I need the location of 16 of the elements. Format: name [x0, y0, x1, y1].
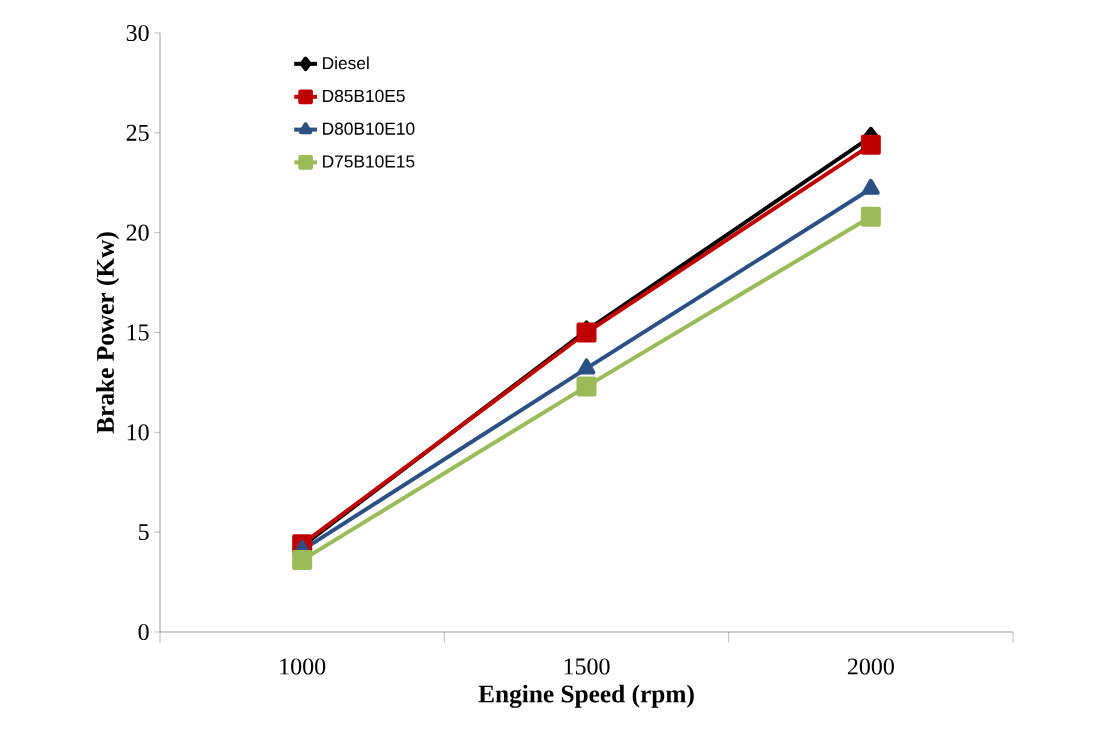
legend-label: D80B10E10	[323, 122, 415, 135]
x-axis-title: Engine Speed (rpm)	[478, 684, 694, 708]
y-axis-title: Brake Power (Kw)	[96, 232, 120, 434]
x-tick-label: 2000	[847, 658, 894, 675]
y-tick-label: 20	[126, 224, 149, 241]
legend-label: D85B10E5	[323, 89, 405, 103]
y-tick-label: 0	[138, 623, 149, 641]
x-tick-label: 1000	[280, 658, 326, 675]
x-tick-label: 1500	[564, 658, 610, 675]
y-tick-label: 15	[127, 324, 149, 341]
y-tick-label: 25	[126, 124, 149, 141]
y-tick-label: 10	[127, 424, 149, 441]
y-tick-label: 30	[126, 24, 149, 42]
y-tick-label: 5	[139, 524, 149, 541]
legend-label: Diesel	[323, 56, 369, 70]
legend-label: D75B10E15	[323, 155, 415, 168]
